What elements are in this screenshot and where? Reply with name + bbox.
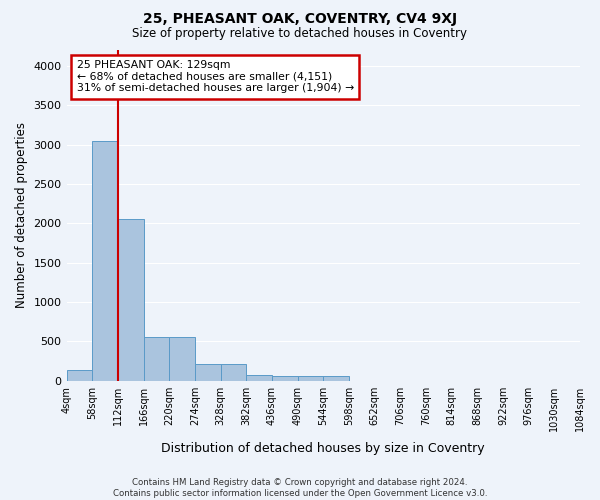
Bar bbox=[118, 218, 143, 381]
X-axis label: Distribution of detached houses by size in Coventry: Distribution of detached houses by size … bbox=[161, 442, 485, 455]
Bar bbox=[323, 376, 349, 381]
Text: Contains HM Land Registry data © Crown copyright and database right 2024.
Contai: Contains HM Land Registry data © Crown c… bbox=[113, 478, 487, 498]
Bar bbox=[67, 370, 92, 381]
Bar bbox=[169, 337, 195, 381]
Text: 25 PHEASANT OAK: 129sqm
← 68% of detached houses are smaller (4,151)
31% of semi: 25 PHEASANT OAK: 129sqm ← 68% of detache… bbox=[77, 60, 354, 93]
Text: 25, PHEASANT OAK, COVENTRY, CV4 9XJ: 25, PHEASANT OAK, COVENTRY, CV4 9XJ bbox=[143, 12, 457, 26]
Y-axis label: Number of detached properties: Number of detached properties bbox=[15, 122, 28, 308]
Bar bbox=[92, 140, 118, 381]
Bar bbox=[272, 376, 298, 381]
Bar bbox=[298, 376, 323, 381]
Text: Size of property relative to detached houses in Coventry: Size of property relative to detached ho… bbox=[133, 28, 467, 40]
Bar bbox=[246, 375, 272, 381]
Bar bbox=[221, 364, 246, 381]
Bar bbox=[143, 337, 169, 381]
Bar bbox=[195, 364, 221, 381]
